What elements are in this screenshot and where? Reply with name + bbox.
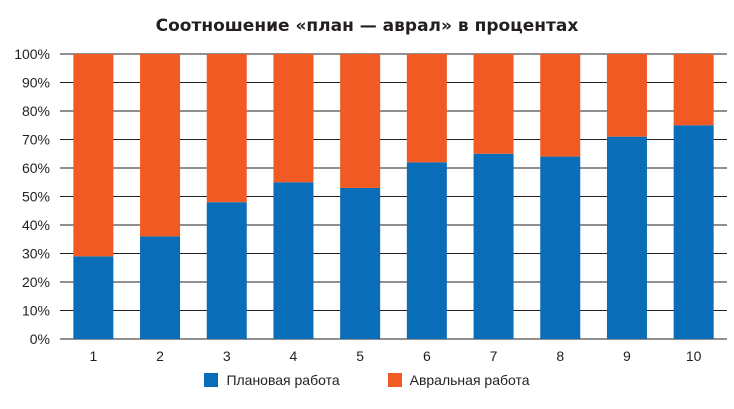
x-tick-label: 8 [556,348,564,364]
legend-item-planned: Плановая работа [204,372,340,388]
bar-planned [673,125,714,339]
chart-title: Соотношение «план — аврал» в процентах [155,16,579,36]
y-tick-label: 60% [22,160,50,176]
bar-planned [73,256,114,339]
legend: Плановая работа Авральная работа [0,372,734,388]
x-tick-label: 4 [290,348,298,364]
legend-label-emergency: Авральная работа [409,372,530,388]
legend-label-planned: Плановая работа [226,372,340,388]
bar-planned [406,162,447,339]
bar-emergency [73,54,114,257]
bar-planned [273,182,314,339]
y-tick-label: 70% [22,132,50,148]
x-tick-label: 10 [686,348,702,364]
x-tick-label: 1 [89,348,97,364]
x-tick-label: 3 [223,348,231,364]
bar-emergency [206,54,247,203]
x-tick-label: 5 [356,348,364,364]
legend-swatch-planned [204,373,219,387]
y-tick-label: 100% [14,46,50,62]
bar-emergency [540,54,581,157]
bar-planned [473,153,514,339]
bar-emergency [340,54,381,188]
y-tick-label: 80% [22,103,50,119]
bar-emergency [673,54,714,126]
legend-swatch-emergency [387,373,402,387]
y-tick-label: 10% [22,303,50,319]
y-tick-label: 30% [22,246,50,262]
bar-emergency [273,54,314,183]
x-tick-label: 9 [623,348,631,364]
y-tick-label: 0% [30,331,50,347]
bar-emergency [606,54,647,137]
y-tick-label: 20% [22,274,50,290]
bar-emergency [140,54,181,237]
bar-planned [206,202,247,339]
x-tick-label: 2 [156,348,164,364]
bar-planned [340,187,381,339]
bar-planned [140,236,181,339]
x-tick-label: 6 [423,348,431,364]
bar-emergency [473,54,514,154]
y-tick-label: 90% [22,75,50,91]
bar-planned [540,156,581,339]
y-tick-label: 50% [22,189,50,205]
bar-emergency [406,54,447,163]
bar-planned [606,136,647,339]
legend-item-emergency: Авральная работа [387,372,530,388]
y-tick-label: 40% [22,217,50,233]
x-tick-label: 7 [490,348,498,364]
